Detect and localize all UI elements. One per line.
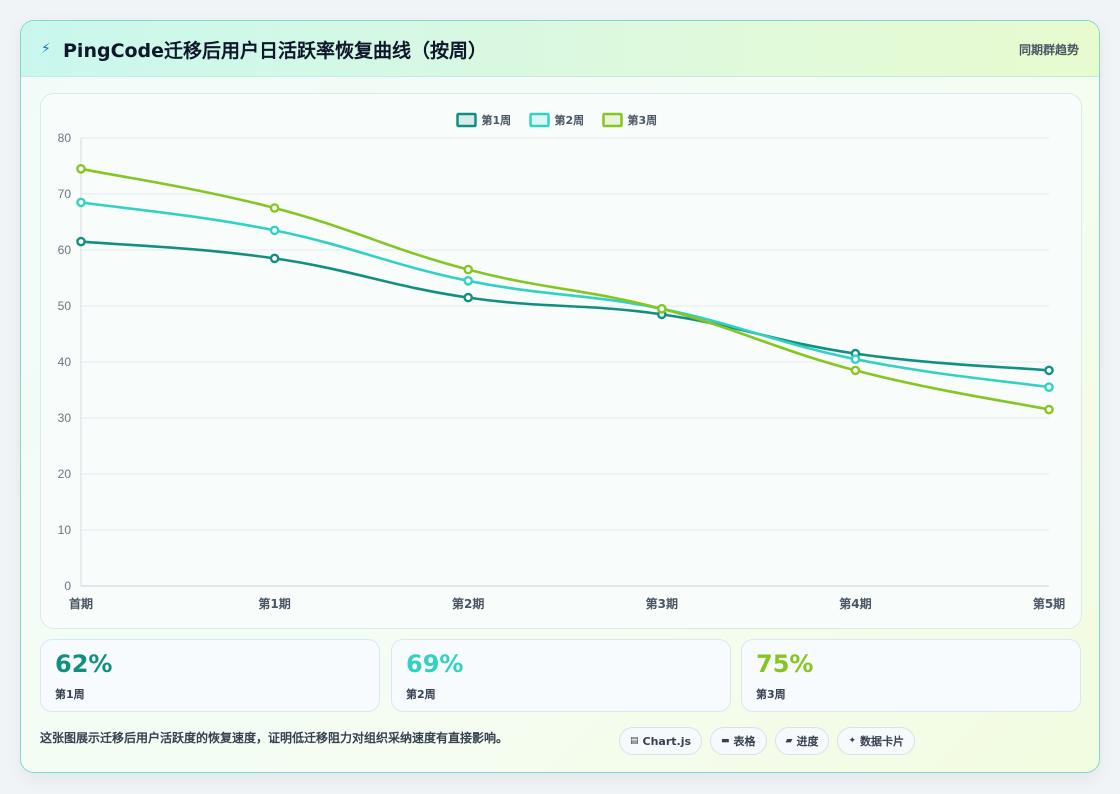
series-line-2 (80, 201, 1050, 389)
data-point (269, 203, 280, 213)
legend-label-2: 第2周 (555, 113, 585, 127)
stat-label: 第2周 (406, 688, 436, 701)
data-point (657, 303, 667, 314)
x-tick-label: 第1期 (258, 596, 290, 611)
y-tick-label: 70 (58, 187, 72, 201)
stat-label: 第3周 (756, 688, 786, 701)
y-tick-label: 40 (58, 355, 72, 369)
pill-label: Chart.js (642, 734, 692, 748)
chart-container: 0 10 20 30 40 50 60 70 80 首期 第1期 第2期 第3期 第4期 第5期 第1周 第2周… (40, 93, 1082, 629)
pill-label: 进度 (796, 735, 819, 748)
data-point (463, 275, 474, 286)
data-point (850, 354, 861, 365)
stat-value: 69% (406, 650, 464, 678)
data-point (76, 236, 86, 247)
chart-card: ⚡ PingCode迁移后用户日活跃率恢复曲线（按周） 同期群趋势 0 10 20 3… (20, 20, 1100, 773)
cohort-tag: 同期群趋势 (1018, 43, 1079, 57)
series-line-3 (80, 167, 1050, 411)
data-point (1044, 382, 1054, 393)
y-tick-label: 10 (58, 523, 72, 537)
legend-label-3: 第3周 (628, 113, 658, 127)
y-tick-label: 0 (64, 579, 71, 593)
x-tick-label: 首期 (69, 596, 93, 611)
stat-card-week3: 75% 第3周 (741, 639, 1081, 712)
x-tick-label: 第3期 (646, 596, 678, 611)
data-point (76, 164, 86, 174)
table-icon: ▬ (721, 736, 730, 746)
data-point (1044, 365, 1054, 376)
progress-icon: ▰ (785, 736, 793, 746)
y-tick-label: 20 (58, 467, 72, 481)
pill-table[interactable]: ▬ 表格 (710, 727, 767, 755)
footer-description: 这张图展示迁移后用户活跃度的恢复速度，证明低迁移阻力对组织采纳速度有直接影响。 (40, 731, 509, 745)
y-tick-label: 30 (58, 411, 72, 425)
data-point (463, 292, 474, 303)
legend-swatch (602, 112, 623, 128)
x-tick-label: 第4期 (839, 596, 871, 611)
data-point (850, 365, 861, 376)
data-point (1044, 404, 1054, 415)
y-tick-label: 50 (58, 299, 72, 313)
y-tick-label: 60 (58, 243, 72, 257)
pill-progress[interactable]: ▰ 进度 (774, 727, 830, 755)
chart-icon: ▤ (630, 736, 639, 746)
x-tick-label: 第2期 (452, 596, 484, 611)
legend-label-1: 第1周 (482, 113, 512, 127)
pill-data-cards[interactable]: ✦ 数据卡片 (837, 727, 916, 755)
stat-label: 第1周 (55, 688, 85, 701)
stat-card-week1: 62% 第1周 (40, 639, 380, 712)
stat-card-week2: 69% 第2周 (391, 639, 731, 712)
sparkle-icon: ✦ (848, 736, 857, 746)
legend-swatch (456, 112, 477, 128)
legend-swatch (529, 112, 550, 128)
y-tick-label: 80 (58, 131, 72, 145)
line-chart: 0 10 20 30 40 50 60 70 80 首期 第1期 第2期 第3期 第4期 第5期 第1周 第2周… (58, 112, 1065, 611)
bolt-icon: ⚡ (41, 41, 51, 57)
tag-pills: ▤ Chart.js ▬ 表格 ▰ 进度 ✦ 数据卡片 (619, 727, 916, 755)
data-point (76, 197, 86, 208)
stat-value: 62% (55, 650, 113, 678)
page-title: PingCode迁移后用户日活跃率恢复曲线（按周） (63, 40, 488, 62)
pill-label: 数据卡片 (860, 735, 905, 748)
x-tick-label: 第5期 (1033, 596, 1065, 611)
series-line-1 (80, 240, 1050, 372)
data-point (269, 253, 280, 264)
pill-label: 表格 (733, 735, 756, 748)
stat-value: 75% (756, 650, 814, 678)
card-header: ⚡ PingCode迁移后用户日活跃率恢复曲线（按周） 同期群趋势 (21, 21, 1099, 77)
data-point (269, 225, 280, 236)
pill-chartjs[interactable]: ▤ Chart.js (619, 727, 703, 755)
data-point (463, 264, 474, 275)
